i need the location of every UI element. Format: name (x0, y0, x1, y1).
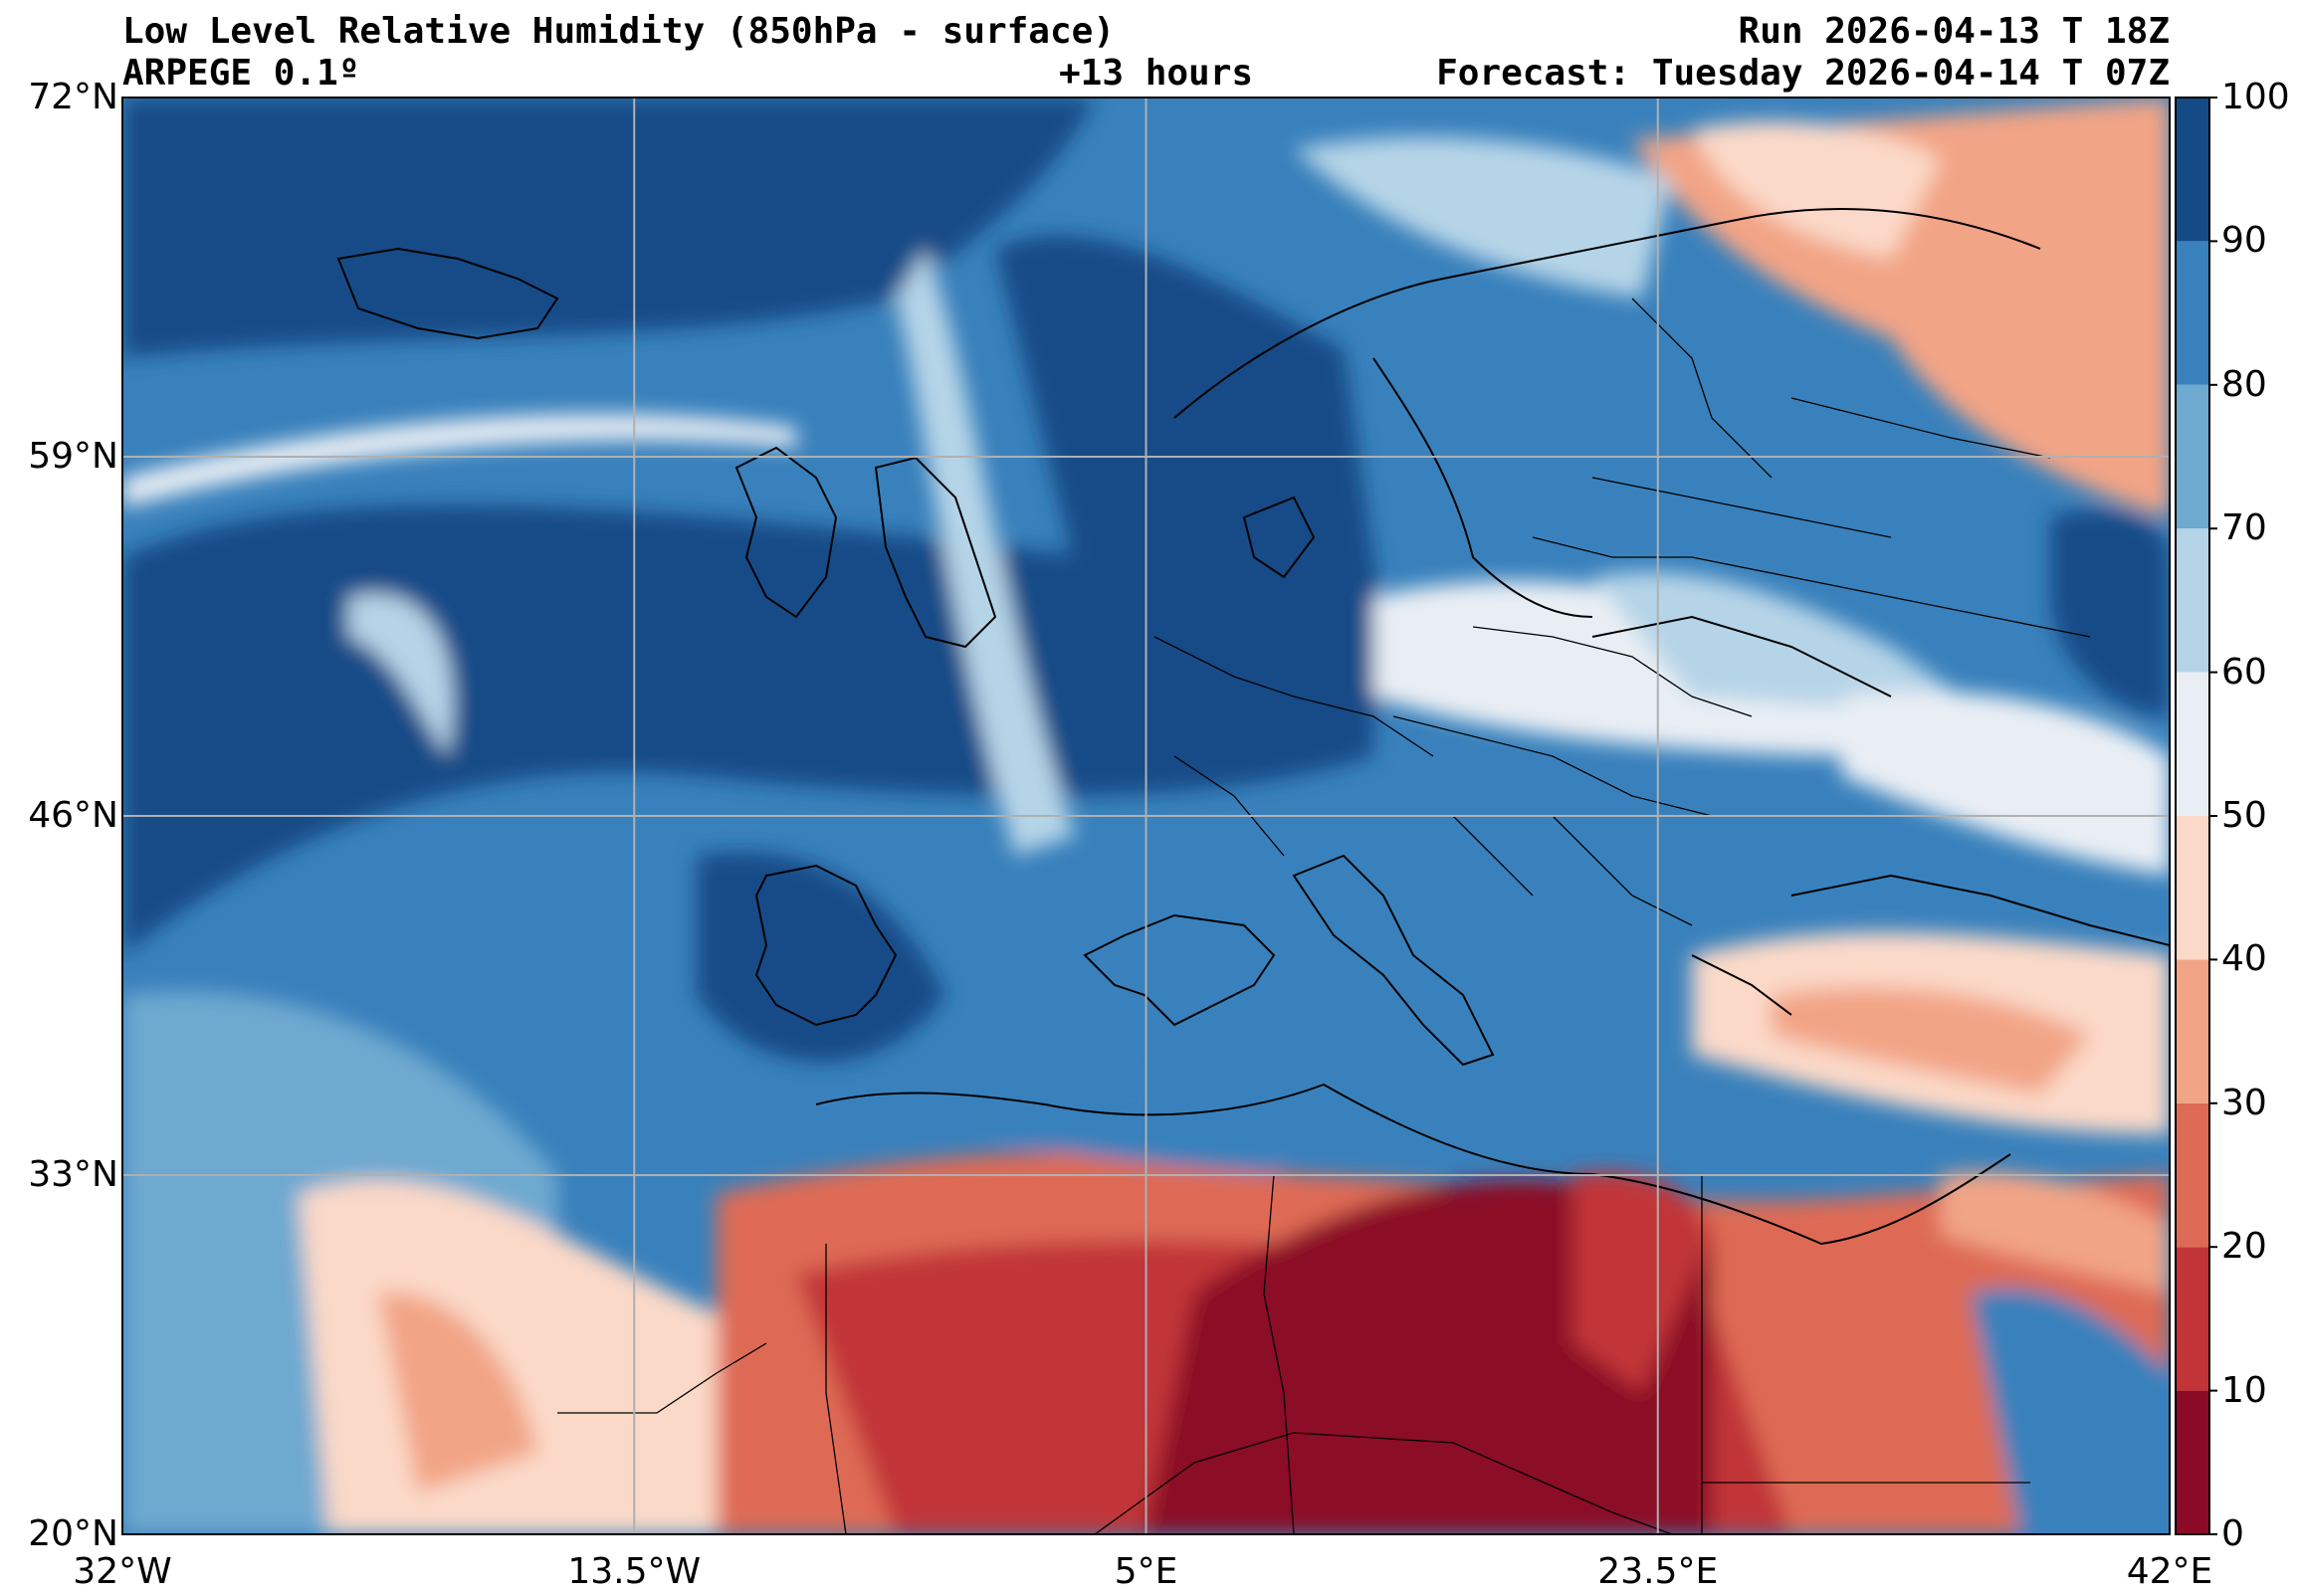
lat-tick-label: 46°N (28, 795, 118, 836)
borders (557, 298, 2091, 1534)
colorbar-tick-label: 50 (2221, 795, 2267, 836)
colorbar-tick-label: 60 (2221, 651, 2267, 693)
map-frame (121, 97, 2171, 1535)
colorbar-tick-label: 90 (2221, 220, 2267, 262)
lon-tick-label: 32°W (73, 1551, 172, 1592)
colorbar-segment (2176, 98, 2209, 242)
colorbar-segment (2176, 816, 2209, 960)
lon-tick-label: 5°E (1114, 1551, 1178, 1592)
chart-title: Low Level Relative Humidity (850hPa - su… (122, 11, 1115, 52)
run-label: Run 2026-04-13 T 18Z (1738, 11, 2170, 52)
lat-tick-label: 72°N (28, 77, 118, 117)
colorbar-tick-label: 40 (2221, 938, 2267, 980)
colorbar (2175, 97, 2217, 1535)
lon-tick-label: 42°E (2126, 1551, 2213, 1592)
lat-tick-label: 33°N (28, 1154, 118, 1195)
colorbar-tick-label: 80 (2221, 363, 2267, 405)
model-label: ARPEGE 0.1º (122, 53, 360, 94)
lat-tick-label: 20°N (28, 1513, 118, 1554)
colorbar-segment (2176, 1102, 2209, 1248)
colorbar-tick-label: 100 (2221, 77, 2290, 117)
lead-time-label: +13 hours (1059, 53, 1254, 94)
lat-tick-label: 59°N (28, 436, 118, 477)
gridlines (122, 98, 2170, 1534)
colorbar-segment (2176, 1247, 2209, 1391)
colorbar-tick-label: 0 (2221, 1513, 2244, 1554)
colorbar-segment (2176, 959, 2209, 1103)
colorbar-segment (2176, 384, 2209, 529)
colorbar-tick-label: 10 (2221, 1369, 2267, 1411)
lon-tick-label: 13.5°W (567, 1551, 702, 1592)
colorbar-segment (2176, 528, 2209, 673)
colorbar-segment (2176, 241, 2209, 385)
colorbar-segment (2176, 672, 2209, 816)
colorbar-segment (2176, 1390, 2209, 1534)
colorbar-tick-label: 30 (2221, 1082, 2267, 1123)
colorbar-tick-label: 20 (2221, 1226, 2267, 1268)
lon-tick-label: 23.5°E (1597, 1551, 1719, 1592)
colorbar-tick-label: 70 (2221, 507, 2267, 549)
forecast-label: Forecast: Tuesday 2026-04-14 T 07Z (1436, 53, 2170, 94)
coastlines (336, 208, 2170, 1246)
